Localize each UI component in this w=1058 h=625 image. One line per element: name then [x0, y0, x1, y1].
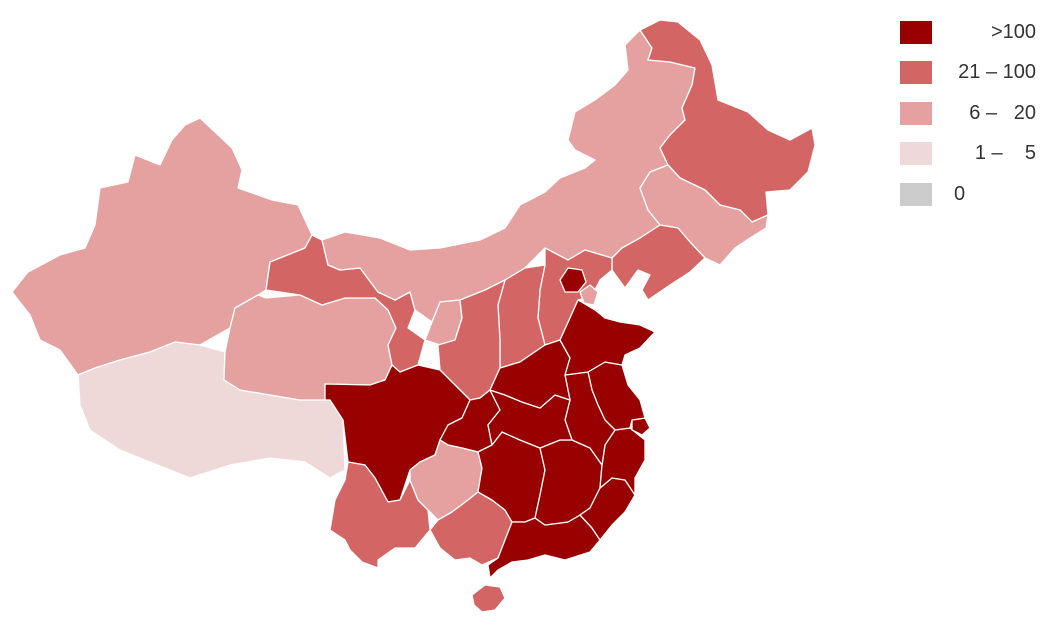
- legend-swatch: [900, 101, 932, 125]
- region-jilin[interactable]: [639, 164, 769, 266]
- region-liaoning[interactable]: [611, 224, 706, 301]
- legend-swatch: [900, 142, 932, 166]
- legend-item-0: 0: [900, 174, 1050, 215]
- region-hainan[interactable]: [471, 584, 506, 613]
- legend-item-gt100: >100: [900, 12, 1050, 53]
- legend-label: 1 – 5: [974, 142, 1036, 165]
- legend-label: >100: [990, 20, 1036, 43]
- region-beijing[interactable]: [559, 267, 587, 293]
- legend-item-1-5: 1 – 5: [900, 134, 1050, 175]
- legend-label: 6 – 20: [969, 101, 1036, 124]
- legend-label: 0: [954, 182, 966, 205]
- region-tianjin[interactable]: [579, 284, 599, 306]
- legend-item-6-20: 6 – 20: [900, 93, 1050, 134]
- region-henan[interactable]: [489, 339, 571, 409]
- legend-swatch: [900, 61, 932, 85]
- legend-swatch: [900, 20, 932, 44]
- region-yunnan[interactable]: [329, 461, 431, 569]
- region-shandong[interactable]: [559, 299, 656, 376]
- legend-label: 21 – 100: [958, 61, 1036, 84]
- legend: >100 21 – 100 6 – 20 1 – 5 0: [900, 12, 1050, 215]
- legend-item-21-100: 21 – 100: [900, 53, 1050, 94]
- legend-swatch: [900, 182, 932, 206]
